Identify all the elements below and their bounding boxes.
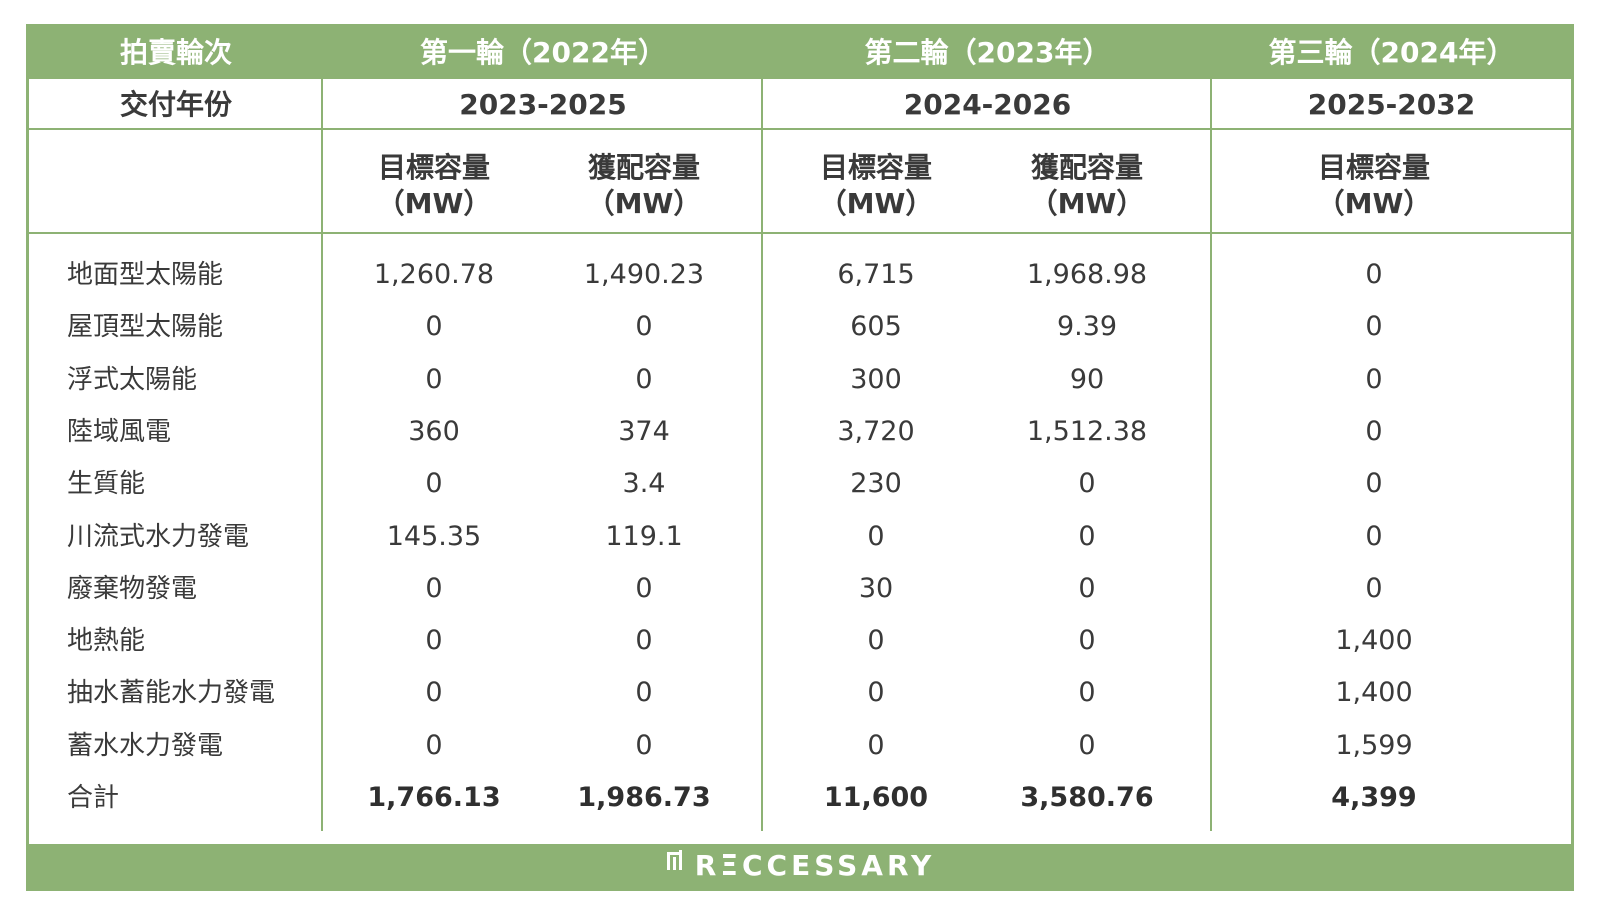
row-label: 屋頂型太陽能 [67, 312, 224, 342]
column-divider [761, 79, 763, 831]
col-head-r3-target: 目標容量 （MW） [1316, 151, 1432, 220]
table-cell: 0 [635, 573, 653, 604]
table-cell: 0 [1365, 364, 1383, 395]
table-cell: 0 [1365, 573, 1383, 604]
total-cell: 11,600 [823, 782, 929, 813]
table-cell: 1,400 [1335, 677, 1413, 708]
table-cell: 1,260.78 [373, 259, 495, 290]
row-label: 廢棄物發電 [67, 574, 198, 604]
col-head-r1-target: 目標容量 （MW） [376, 151, 492, 220]
table-cell: 0 [425, 311, 443, 342]
table-cell: 90 [1069, 364, 1105, 395]
table-cell: 0 [1365, 521, 1383, 552]
table-cell: 119.1 [605, 521, 683, 552]
table-cell: 1,512.38 [1026, 416, 1148, 447]
col-head-r2-target: 目標容量 （MW） [818, 151, 934, 220]
column-divider [1210, 79, 1212, 831]
table-cell: 1,968.98 [1026, 259, 1148, 290]
col-head-r2-awarded: 獲配容量 （MW） [1029, 151, 1145, 220]
table-cell: 0 [1078, 677, 1096, 708]
table-cell: 0 [867, 730, 885, 761]
table-cell: 0 [1365, 311, 1383, 342]
row-label: 陸域風電 [67, 417, 172, 447]
row-label: 川流式水力發電 [67, 522, 250, 552]
delivery-round3: 2025-2032 [1307, 88, 1476, 121]
table-cell: 0 [635, 311, 653, 342]
table-cell: 0 [635, 677, 653, 708]
row-label: 浮式太陽能 [67, 365, 198, 395]
table-header-band: 拍賣輪次 第一輪（2022年） 第二輪（2023年） 第三輪（2024年） [29, 27, 1571, 79]
column-divider [321, 79, 323, 831]
table-cell: 0 [425, 625, 443, 656]
row-divider [29, 232, 1571, 234]
brand-name: RΞCCESSARY [694, 849, 936, 882]
round2-title: 第二輪（2023年） [864, 36, 1111, 69]
capacity-table: 拍賣輪次 第一輪（2022年） 第二輪（2023年） 第三輪（2024年） 交付… [26, 24, 1574, 891]
table-cell: 0 [425, 677, 443, 708]
table-cell: 6,715 [837, 259, 915, 290]
table-cell: 0 [635, 364, 653, 395]
table-cell: 0 [1078, 625, 1096, 656]
row-label: 地面型太陽能 [67, 260, 224, 290]
row-label: 生質能 [67, 469, 146, 499]
table-cell: 1,599 [1335, 730, 1413, 761]
table-cell: 1,490.23 [583, 259, 705, 290]
table-cell: 1,400 [1335, 625, 1413, 656]
row-label: 抽水蓄能水力發電 [67, 678, 276, 708]
delivery-label: 交付年份 [119, 88, 232, 121]
total-cell: 1,986.73 [577, 782, 711, 813]
table-cell: 30 [858, 573, 894, 604]
table-cell: 605 [850, 311, 902, 342]
total-row-label: 合計 [67, 783, 120, 813]
table-cell: 0 [1078, 573, 1096, 604]
table-cell: 0 [867, 677, 885, 708]
total-cell: 3,580.76 [1020, 782, 1154, 813]
table-cell: 0 [867, 625, 885, 656]
table-cell: 0 [635, 730, 653, 761]
table-cell: 300 [850, 364, 902, 395]
delivery-round2: 2024-2026 [903, 88, 1072, 121]
table-cell: 230 [850, 468, 902, 499]
table-cell: 0 [425, 468, 443, 499]
col-head-r1-awarded: 獲配容量 （MW） [586, 151, 702, 220]
table-cell: 0 [1078, 468, 1096, 499]
round1-title: 第一輪（2022年） [420, 36, 666, 69]
table-cell: 0 [1078, 730, 1096, 761]
table-cell: 374 [618, 416, 670, 447]
footer-band: RΞCCESSARY [29, 844, 1571, 888]
table-cell: 0 [425, 364, 443, 395]
round3-title: 第三輪（2024年） [1268, 36, 1515, 69]
table-cell: 360 [408, 416, 460, 447]
table-cell: 0 [1078, 521, 1096, 552]
table-cell: 0 [1365, 259, 1383, 290]
table-cell: 145.35 [386, 521, 482, 552]
table-cell: 3.4 [622, 468, 666, 499]
round-label: 拍賣輪次 [119, 36, 232, 69]
table-cell: 0 [867, 521, 885, 552]
table-cell: 0 [425, 730, 443, 761]
row-label: 蓄水水力發電 [67, 731, 224, 761]
row-divider [29, 128, 1571, 130]
table-cell: 0 [1365, 416, 1383, 447]
table-cell: 0 [425, 573, 443, 604]
table-cell: 0 [1365, 468, 1383, 499]
row-label: 地熱能 [67, 626, 146, 656]
table-cell: 0 [635, 625, 653, 656]
reccessary-logo-icon [665, 842, 685, 886]
total-cell: 4,399 [1331, 782, 1417, 813]
table-cell: 3,720 [837, 416, 915, 447]
table-cell: 9.39 [1056, 311, 1118, 342]
total-cell: 1,766.13 [367, 782, 501, 813]
delivery-round1: 2023-2025 [459, 88, 627, 121]
